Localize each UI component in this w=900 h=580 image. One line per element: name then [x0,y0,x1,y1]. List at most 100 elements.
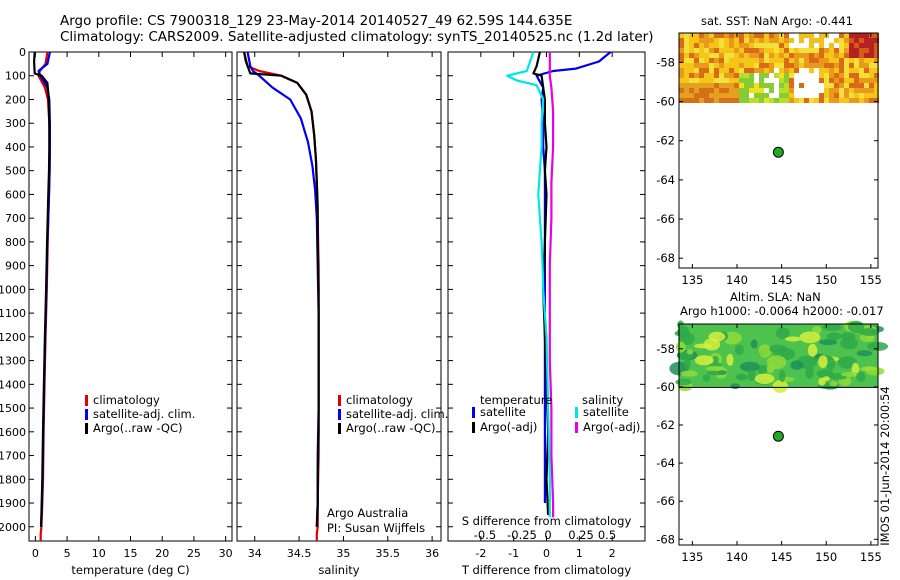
sst-cell [784,63,789,68]
diff-legend-label: Argo(-adj) [480,420,537,434]
sst-cell [804,58,809,63]
sst-cell [679,73,684,78]
sst-cell [839,63,844,68]
sst-cell [874,68,879,73]
sst-cell [699,48,704,53]
depth-tick-label: 1100 [0,307,26,320]
depth-tick-label: 600 [5,188,26,201]
sst-cell [754,33,759,38]
depth-tick-label: 1600 [0,426,26,439]
sla-blob [829,381,838,387]
sst-cell [694,48,699,53]
sla-blob [818,355,828,368]
sst-cell [684,53,689,58]
sst-cell [694,38,699,43]
sst-argo-marker [772,146,784,158]
sla-blob [708,362,722,368]
sst-cell [794,53,799,58]
sst-cell [769,58,774,63]
sst-cell [714,58,719,63]
depth-tick-label: 700 [5,212,26,225]
sst-cell [679,33,684,38]
sst-cell [829,58,834,63]
sst-cell [689,33,694,38]
sst-cell [869,73,874,78]
sst-cell [829,98,834,103]
sla-blob [754,373,775,385]
sst-cell [839,93,844,98]
sal-legend-label: satellite-adj. clim. [346,407,448,421]
sst-cell [694,73,699,78]
sst-cell [739,88,744,93]
sla-ytick-label: -58 [656,342,675,356]
sst-cell [784,68,789,73]
sst-cell [799,48,804,53]
diff-legend-label: satellite [480,405,526,419]
sst-cell [709,48,714,53]
sst-cell [704,33,709,38]
sst-cell [754,88,759,93]
sst-cell [679,83,684,88]
sst-cell [824,73,829,78]
sst-cell [844,38,849,43]
sst-cell [764,48,769,53]
sst-cell [724,98,729,103]
sst-cell [764,73,769,78]
sst-cell [849,93,854,98]
sla-blob [676,341,686,353]
sst-cell [824,98,829,103]
sla-field [669,320,889,393]
sal-series-1 [246,51,320,527]
sla-map-title: Altim. SLA: NaN [730,290,821,304]
sst-cell [754,53,759,58]
depth-tick-label: 1500 [0,402,26,415]
sst-cell [864,78,869,83]
diff-series-2 [506,51,551,518]
sst-cell [724,43,729,48]
diff-xtick-label: 2 [609,547,616,560]
sst-cell [864,83,869,88]
sst-cell [754,93,759,98]
sla-ytick-label: -64 [656,456,675,470]
sst-cell [724,68,729,73]
sst-cell [804,53,809,58]
sst-cell [699,53,704,58]
temp-xtick-label: 20 [155,547,169,560]
sst-cell [779,48,784,53]
sst-cell [849,68,854,73]
sst-cell [739,83,744,88]
sst-cell [829,73,834,78]
sst-cell [799,43,804,48]
temp-xtick-label: 25 [187,547,201,560]
sst-cell [839,78,844,83]
sla-blob [790,360,804,370]
sst-cell [839,53,844,58]
sst-cell [864,53,869,58]
sst-cell [849,43,854,48]
sla-blob [747,369,756,382]
sst-cell [784,33,789,38]
sst-cell [729,58,734,63]
sst-xtick-label: 135 [681,273,703,287]
sst-cell [869,83,874,88]
sla-blob [686,349,694,355]
sst-cell [719,98,724,103]
sla-blob [775,327,790,340]
sst-cell [854,43,859,48]
sst-cell [739,48,744,53]
sst-cell [849,33,854,38]
sst-cell [839,58,844,63]
sst-cell [684,98,689,103]
sst-cell [794,43,799,48]
sst-cell [769,68,774,73]
sst-cell [689,73,694,78]
sst-cell [824,68,829,73]
sst-cell [764,93,769,98]
sst-cell [834,33,839,38]
sst-cell [679,98,684,103]
sst-cell [869,93,874,98]
sst-cell [744,48,749,53]
sst-cell [809,63,814,68]
sst-cell [789,53,794,58]
sst-cell [794,33,799,38]
